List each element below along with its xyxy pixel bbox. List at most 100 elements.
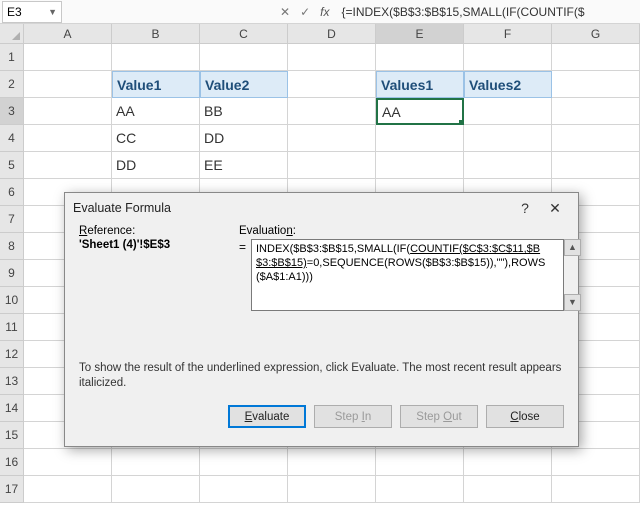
cell[interactable]: Values2 (464, 71, 552, 98)
row-header[interactable]: 8 (0, 233, 24, 260)
name-box[interactable]: E3 ▼ (2, 1, 62, 23)
cell[interactable] (200, 476, 288, 503)
cell[interactable]: AA (112, 98, 200, 125)
cell[interactable]: DD (112, 152, 200, 179)
cell[interactable] (288, 71, 376, 98)
cell[interactable]: Value2 (200, 71, 288, 98)
dialog-hint: To show the result of the underlined exp… (79, 361, 564, 391)
cell[interactable] (200, 449, 288, 476)
cell[interactable] (552, 98, 640, 125)
cell[interactable] (464, 152, 552, 179)
dialog-title: Evaluate Formula (73, 201, 171, 215)
cell[interactable] (112, 476, 200, 503)
row-header[interactable]: 4 (0, 125, 24, 152)
cell[interactable] (24, 152, 112, 179)
cell[interactable] (376, 476, 464, 503)
name-box-value: E3 (7, 5, 22, 19)
cell[interactable] (376, 125, 464, 152)
cell[interactable] (376, 449, 464, 476)
cell[interactable]: Value1 (112, 71, 200, 98)
row-header[interactable]: 11 (0, 314, 24, 341)
cell[interactable] (464, 125, 552, 152)
cell[interactable]: CC (112, 125, 200, 152)
select-all-corner[interactable] (0, 24, 24, 44)
equals-sign: = (239, 239, 251, 311)
cell[interactable] (552, 44, 640, 71)
step-out-button: Step Out (400, 405, 478, 428)
cell[interactable] (464, 476, 552, 503)
name-box-dropdown-icon[interactable]: ▼ (48, 7, 57, 17)
row-headers: 1234567891011121314151617 (0, 44, 24, 503)
cell[interactable] (288, 476, 376, 503)
close-icon[interactable]: ✕ (540, 196, 570, 220)
column-header[interactable]: E (376, 24, 464, 44)
row-header[interactable]: 13 (0, 368, 24, 395)
close-button[interactable]: Close (486, 405, 564, 428)
cell[interactable] (552, 449, 640, 476)
row-header[interactable]: 1 (0, 44, 24, 71)
dialog-titlebar[interactable]: Evaluate Formula ? ✕ (65, 193, 578, 223)
row-header[interactable]: 2 (0, 71, 24, 98)
help-button[interactable]: ? (510, 196, 540, 220)
column-header[interactable]: B (112, 24, 200, 44)
cell[interactable] (288, 125, 376, 152)
formula-input[interactable]: {=INDEX($B$3:$B$15,SMALL(IF(COUNTIF($ (335, 5, 640, 19)
cell[interactable] (24, 449, 112, 476)
cell[interactable] (288, 152, 376, 179)
cell[interactable] (552, 71, 640, 98)
cell[interactable] (24, 98, 112, 125)
cell[interactable] (288, 449, 376, 476)
column-header[interactable]: G (552, 24, 640, 44)
row-header[interactable]: 16 (0, 449, 24, 476)
cell[interactable] (288, 44, 376, 71)
cell[interactable] (464, 98, 552, 125)
evaluate-button[interactable]: Evaluate (228, 405, 306, 428)
row-header[interactable]: 10 (0, 287, 24, 314)
confirm-icon[interactable]: ✓ (300, 5, 310, 19)
cell[interactable] (464, 44, 552, 71)
cell[interactable] (112, 44, 200, 71)
reference-label: Reference: (79, 225, 229, 237)
cell[interactable]: BB (200, 98, 288, 125)
cell[interactable] (200, 44, 288, 71)
cell[interactable] (288, 98, 376, 125)
formula-bar: E3 ▼ ✕ ✓ fx {=INDEX($B$3:$B$15,SMALL(IF(… (0, 0, 640, 24)
cell[interactable] (24, 125, 112, 152)
cell[interactable] (464, 449, 552, 476)
column-headers: ABCDEFG (24, 24, 640, 44)
cell[interactable]: EE (200, 152, 288, 179)
row-header[interactable]: 15 (0, 422, 24, 449)
row-header[interactable]: 5 (0, 152, 24, 179)
scroll-up-icon[interactable]: ▲ (564, 239, 581, 256)
cell[interactable] (112, 449, 200, 476)
evaluation-label: Evaluation: (239, 225, 564, 237)
row-header[interactable]: 17 (0, 476, 24, 503)
cell[interactable]: DD (200, 125, 288, 152)
step-in-button: Step In (314, 405, 392, 428)
cell[interactable] (24, 71, 112, 98)
column-header[interactable]: F (464, 24, 552, 44)
cell[interactable] (376, 152, 464, 179)
formula-bar-controls: ✕ ✓ fx (274, 5, 335, 19)
row-header[interactable]: 7 (0, 206, 24, 233)
column-header[interactable]: A (24, 24, 112, 44)
cell[interactable] (376, 44, 464, 71)
row-header[interactable]: 3 (0, 98, 24, 125)
cell[interactable]: Values1 (376, 71, 464, 98)
cell[interactable] (552, 125, 640, 152)
cell[interactable]: AA (376, 98, 464, 125)
column-header[interactable]: C (200, 24, 288, 44)
reference-value: 'Sheet1 (4)'!$E$3 (79, 239, 229, 251)
row-header[interactable]: 12 (0, 341, 24, 368)
cancel-icon[interactable]: ✕ (280, 5, 290, 19)
scroll-down-icon[interactable]: ▼ (564, 294, 581, 311)
insert-function-icon[interactable]: fx (320, 5, 329, 19)
cell[interactable] (24, 44, 112, 71)
column-header[interactable]: D (288, 24, 376, 44)
cell[interactable] (552, 152, 640, 179)
row-header[interactable]: 9 (0, 260, 24, 287)
cell[interactable] (24, 476, 112, 503)
row-header[interactable]: 6 (0, 179, 24, 206)
cell[interactable] (552, 476, 640, 503)
row-header[interactable]: 14 (0, 395, 24, 422)
